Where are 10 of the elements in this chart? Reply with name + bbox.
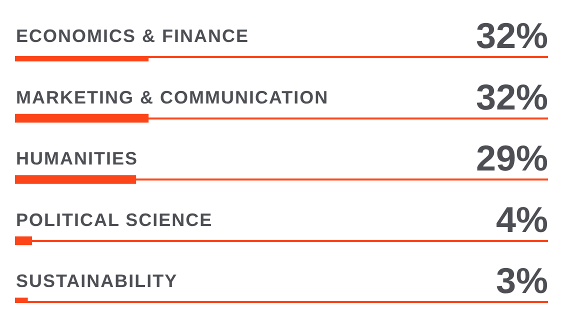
data-label: 32%: [476, 76, 548, 118]
y-tick-label: MARKETING & COMMUNICATION: [16, 87, 329, 108]
data-label: 29%: [476, 138, 548, 178]
data-label: 4%: [496, 198, 548, 240]
y-tick-label: SUSTAINABILITY: [16, 271, 178, 291]
data-label: 32%: [476, 15, 548, 56]
y-tick-label: HUMANITIES: [16, 148, 138, 168]
y-tick-label: ECONOMICS & FINANCE: [16, 26, 250, 46]
y-tick-label: POLITICAL SCIENCE: [16, 210, 213, 230]
data-label: 3%: [496, 260, 548, 301]
